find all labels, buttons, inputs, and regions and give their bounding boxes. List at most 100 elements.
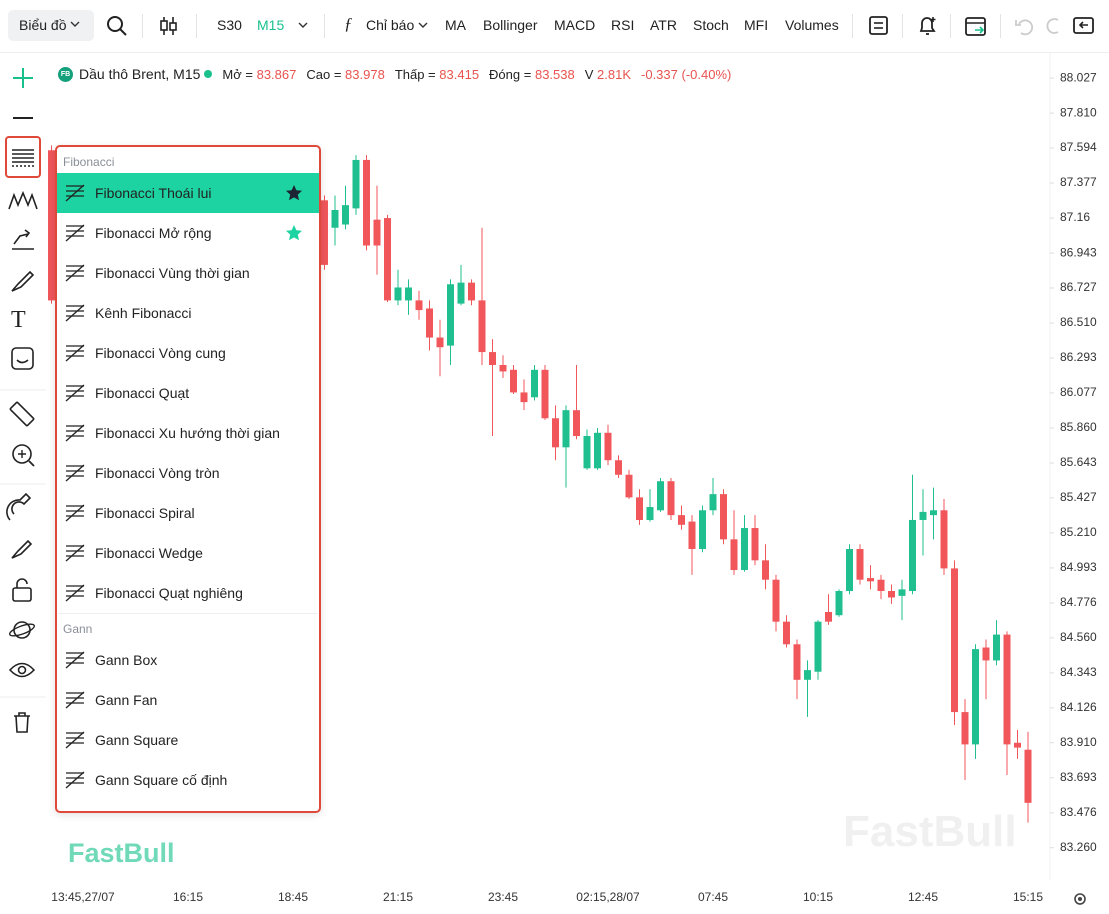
indicator[interactable]: ATR bbox=[650, 17, 677, 33]
candle-body bbox=[940, 510, 948, 569]
menu-item[interactable]: Kênh Fibonacci bbox=[57, 293, 319, 333]
x-tick-label: 16:15 bbox=[173, 890, 203, 904]
indicator[interactable]: MFI bbox=[744, 17, 769, 33]
zoom-tool[interactable] bbox=[12, 444, 35, 467]
ruler-tool[interactable] bbox=[9, 401, 35, 427]
x-tick-label: 18:45 bbox=[278, 890, 308, 904]
toolbar: Biểu đồ S30 M15 ƒ Chỉ báo MA Bollinger M… bbox=[0, 0, 1109, 53]
menu-item[interactable]: Gann Square cố định bbox=[57, 760, 319, 800]
menu-item[interactable]: Fibonacci Spiral bbox=[57, 493, 319, 533]
y-tick-label: 84.993 bbox=[1060, 560, 1097, 574]
tool-icon bbox=[65, 184, 85, 202]
menu-item-label: Fibonacci Quạt nghiêng bbox=[95, 585, 243, 601]
lock-tool[interactable] bbox=[12, 578, 32, 602]
indicator[interactable]: RSI bbox=[611, 17, 635, 33]
tool-icon bbox=[65, 304, 85, 322]
lock-drawing-tool[interactable] bbox=[11, 539, 33, 559]
y-tick-label: 86.077 bbox=[1060, 385, 1097, 399]
candle-body bbox=[457, 282, 465, 304]
menu-item[interactable]: Fibonacci Wedge bbox=[57, 533, 319, 573]
magnet-tool[interactable] bbox=[6, 492, 32, 521]
menu-item[interactable]: Fibonacci Vòng cung bbox=[57, 333, 319, 373]
tool-icon bbox=[65, 691, 85, 709]
crosshair-tool[interactable] bbox=[13, 68, 33, 88]
menu-item[interactable]: Fibonacci Quạt nghiêng bbox=[57, 573, 319, 613]
menu-item[interactable]: Fibonacci Vùng thời gian bbox=[57, 253, 319, 293]
fibonacci-tool[interactable] bbox=[12, 149, 34, 167]
alert-icon[interactable] bbox=[916, 14, 940, 38]
tool-icon bbox=[65, 384, 85, 402]
candle-body bbox=[405, 287, 412, 301]
undo-icon[interactable] bbox=[1014, 16, 1036, 36]
separator bbox=[950, 14, 951, 38]
candle-body bbox=[615, 460, 622, 475]
y-tick-label: 85.860 bbox=[1060, 420, 1097, 434]
menu-item[interactable]: Gann Box bbox=[57, 640, 319, 680]
candle-body bbox=[373, 219, 381, 246]
candle-body bbox=[751, 528, 759, 561]
text-tool[interactable]: T bbox=[11, 307, 26, 333]
fullscreen-icon[interactable] bbox=[1072, 15, 1096, 37]
indicator[interactable]: Stoch bbox=[693, 17, 729, 33]
candle-body bbox=[930, 510, 937, 516]
indicator[interactable]: Volumes bbox=[785, 17, 839, 33]
projection-tool[interactable] bbox=[12, 229, 34, 250]
indicators-menu[interactable]: Chỉ báo bbox=[366, 17, 415, 33]
low-label: Thấp = bbox=[394, 66, 436, 82]
candle-type-icon[interactable] bbox=[158, 15, 180, 37]
candle-body bbox=[846, 549, 853, 592]
visibility-tool[interactable] bbox=[8, 662, 36, 678]
interval-active[interactable]: M15 bbox=[257, 17, 285, 33]
settings-icon[interactable] bbox=[1074, 893, 1086, 905]
menu-item[interactable]: Fibonacci Mở rộng bbox=[57, 213, 319, 253]
candle-body bbox=[783, 621, 790, 645]
symbol: Dầu thô Brent, M15 bbox=[79, 66, 201, 82]
redo-icon[interactable] bbox=[1046, 16, 1060, 36]
separator bbox=[324, 14, 325, 38]
search-icon[interactable] bbox=[106, 15, 128, 37]
menu-item-label: Kênh Fibonacci bbox=[95, 305, 192, 321]
interval[interactable]: S30 bbox=[217, 17, 242, 33]
high-value: 83.978 bbox=[345, 66, 385, 82]
candle-body bbox=[877, 579, 885, 592]
close-value: 83.538 bbox=[534, 66, 575, 82]
menu-item[interactable]: Gann Square bbox=[57, 720, 319, 760]
candle-body bbox=[562, 410, 570, 448]
delete-tool[interactable] bbox=[14, 712, 30, 733]
menu-item[interactable]: Fibonacci Xu hướng thời gian bbox=[57, 413, 319, 453]
calendar-icon[interactable] bbox=[964, 14, 988, 38]
indicator[interactable]: MA bbox=[445, 17, 466, 33]
low-value: 83.415 bbox=[439, 66, 480, 82]
x-tick-label: 10:15 bbox=[803, 890, 833, 904]
tool-icon bbox=[65, 464, 85, 482]
y-tick-label: 84.776 bbox=[1060, 595, 1097, 609]
candle-body bbox=[709, 494, 717, 511]
y-tick-label: 88.027 bbox=[1060, 70, 1097, 84]
favorite-star[interactable] bbox=[285, 184, 303, 202]
template-icon[interactable] bbox=[868, 15, 890, 37]
menu-item[interactable]: Fibonacci Vòng tròn bbox=[57, 453, 319, 493]
fibonacci-tools-menu: Fibonacci Fibonacci Thoái lui Fibonacci Mở… bbox=[55, 145, 321, 813]
candle-body bbox=[520, 392, 528, 403]
menu-item[interactable]: Fibonacci Quạt bbox=[57, 373, 319, 413]
emoji-tool[interactable] bbox=[11, 347, 34, 370]
separator bbox=[196, 14, 197, 38]
menu-item-label: Fibonacci Vùng thời gian bbox=[95, 265, 250, 281]
hide-tool[interactable] bbox=[8, 621, 35, 639]
indicator[interactable]: Bollinger bbox=[483, 17, 538, 33]
chevron[interactable] bbox=[298, 21, 308, 29]
separator bbox=[1000, 14, 1001, 38]
favorite-star[interactable] bbox=[285, 224, 303, 242]
candle-body bbox=[657, 481, 664, 511]
brush-tool[interactable] bbox=[11, 270, 35, 292]
candle-body bbox=[646, 507, 654, 520]
menu-item[interactable]: Fibonacci Thoái lui bbox=[57, 173, 319, 213]
chart-menu-button[interactable] bbox=[8, 10, 94, 41]
pattern-tool[interactable] bbox=[8, 190, 38, 210]
indicator[interactable]: MACD bbox=[554, 17, 596, 33]
chart-menu[interactable]: Biểu đồ bbox=[19, 17, 67, 33]
menu-item[interactable]: Gann Fan bbox=[57, 680, 319, 720]
candle-body bbox=[898, 589, 906, 596]
